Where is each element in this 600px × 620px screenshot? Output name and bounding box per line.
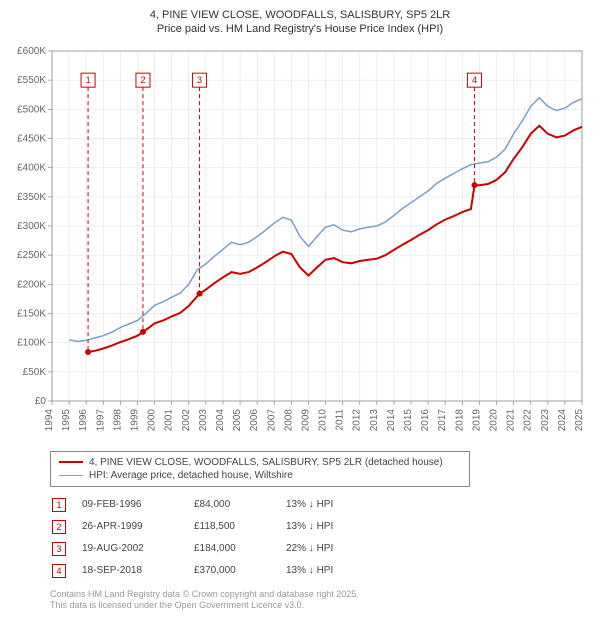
svg-text:2: 2: [140, 75, 145, 85]
footer-line1: Contains HM Land Registry data © Crown c…: [50, 589, 590, 601]
svg-text:£450K: £450K: [17, 133, 46, 144]
event-price: £118,500: [194, 517, 284, 537]
svg-text:£200K: £200K: [17, 279, 46, 290]
event-delta: 13% ↓ HPI: [286, 561, 347, 581]
event-price: £370,000: [194, 561, 284, 581]
legend-label: 4, PINE VIEW CLOSE, WOODFALLS, SALISBURY…: [89, 457, 443, 468]
svg-text:£100K: £100K: [17, 337, 46, 348]
svg-text:£0: £0: [35, 396, 47, 407]
svg-text:2004: 2004: [215, 408, 226, 431]
svg-text:2006: 2006: [249, 408, 260, 431]
event-delta: 13% ↓ HPI: [286, 517, 347, 537]
svg-text:2018: 2018: [454, 408, 465, 431]
svg-text:1994: 1994: [44, 408, 55, 431]
svg-text:4: 4: [472, 75, 477, 85]
event-price: £184,000: [194, 539, 284, 559]
svg-text:1999: 1999: [129, 408, 140, 431]
svg-text:1997: 1997: [95, 408, 106, 431]
event-date: 26-APR-1999: [82, 517, 192, 537]
legend-item: HPI: Average price, detached house, Wilt…: [59, 469, 461, 482]
svg-text:2002: 2002: [181, 408, 192, 431]
svg-text:£50K: £50K: [23, 366, 47, 377]
svg-text:2013: 2013: [369, 408, 380, 431]
chart-footer: Contains HM Land Registry data © Crown c…: [50, 589, 590, 612]
svg-text:2003: 2003: [198, 408, 209, 431]
event-date: 19-AUG-2002: [82, 539, 192, 559]
svg-text:1995: 1995: [61, 408, 72, 431]
svg-text:2022: 2022: [523, 408, 534, 431]
svg-text:£550K: £550K: [17, 75, 46, 86]
svg-text:2010: 2010: [318, 408, 329, 431]
chart-title: 4, PINE VIEW CLOSE, WOODFALLS, SALISBURY…: [10, 8, 590, 37]
svg-text:2021: 2021: [506, 408, 517, 431]
legend-swatch: [59, 461, 83, 463]
svg-text:2025: 2025: [574, 408, 585, 431]
event-date: 09-FEB-1996: [82, 495, 192, 515]
event-delta: 22% ↓ HPI: [286, 539, 347, 559]
svg-text:2005: 2005: [232, 408, 243, 431]
event-date: 18-SEP-2018: [82, 561, 192, 581]
event-row: 4 18-SEP-2018£370,00013% ↓ HPI: [52, 561, 347, 581]
svg-text:2017: 2017: [437, 408, 448, 431]
svg-text:2024: 2024: [557, 408, 568, 431]
svg-text:£350K: £350K: [17, 191, 46, 202]
event-marker: 3: [52, 542, 66, 556]
svg-text:2014: 2014: [386, 408, 397, 431]
svg-text:£150K: £150K: [17, 308, 46, 319]
svg-text:2011: 2011: [335, 408, 346, 430]
events-table: 109-FEB-1996£84,00013% ↓ HPI226-APR-1999…: [50, 493, 349, 583]
chart-legend: 4, PINE VIEW CLOSE, WOODFALLS, SALISBURY…: [50, 451, 470, 487]
event-row: 3 19-AUG-2002£184,00022% ↓ HPI: [52, 539, 347, 559]
svg-text:£300K: £300K: [17, 221, 46, 232]
svg-text:2016: 2016: [420, 408, 431, 431]
legend-label: HPI: Average price, detached house, Wilt…: [89, 470, 293, 481]
svg-text:2012: 2012: [352, 408, 363, 431]
svg-text:£250K: £250K: [17, 250, 46, 261]
line-chart: £0 £50K £100K £150K £200K £250K £300K £350K £400…: [10, 43, 590, 443]
svg-text:2001: 2001: [164, 408, 175, 431]
event-row: 2 26-APR-1999£118,50013% ↓ HPI: [52, 517, 347, 537]
svg-text:1: 1: [86, 75, 91, 85]
event-marker: 1: [52, 498, 66, 512]
event-delta: 13% ↓ HPI: [286, 495, 347, 515]
svg-text:2008: 2008: [283, 408, 294, 431]
event-marker: 4: [52, 564, 66, 578]
event-row: 1 09-FEB-1996£84,00013% ↓ HPI: [52, 495, 347, 515]
legend-swatch: [59, 475, 83, 476]
footer-line2: This data is licensed under the Open Gov…: [50, 600, 590, 612]
svg-text:£400K: £400K: [17, 162, 46, 173]
svg-text:2020: 2020: [489, 408, 500, 431]
svg-text:1998: 1998: [112, 408, 123, 431]
event-price: £84,000: [194, 495, 284, 515]
svg-text:2009: 2009: [300, 408, 311, 431]
event-marker: 2: [52, 520, 66, 534]
svg-text:2015: 2015: [403, 408, 414, 431]
svg-text:2007: 2007: [266, 408, 277, 431]
svg-text:3: 3: [197, 75, 202, 85]
svg-text:1996: 1996: [78, 408, 89, 431]
svg-text:2019: 2019: [471, 408, 482, 431]
legend-item: 4, PINE VIEW CLOSE, WOODFALLS, SALISBURY…: [59, 456, 461, 469]
title-line2: Price paid vs. HM Land Registry's House …: [10, 22, 590, 36]
svg-text:£600K: £600K: [17, 46, 46, 57]
svg-text:£500K: £500K: [17, 104, 46, 115]
title-line1: 4, PINE VIEW CLOSE, WOODFALLS, SALISBURY…: [10, 8, 590, 22]
svg-text:2000: 2000: [147, 408, 158, 431]
svg-text:2023: 2023: [540, 408, 551, 431]
